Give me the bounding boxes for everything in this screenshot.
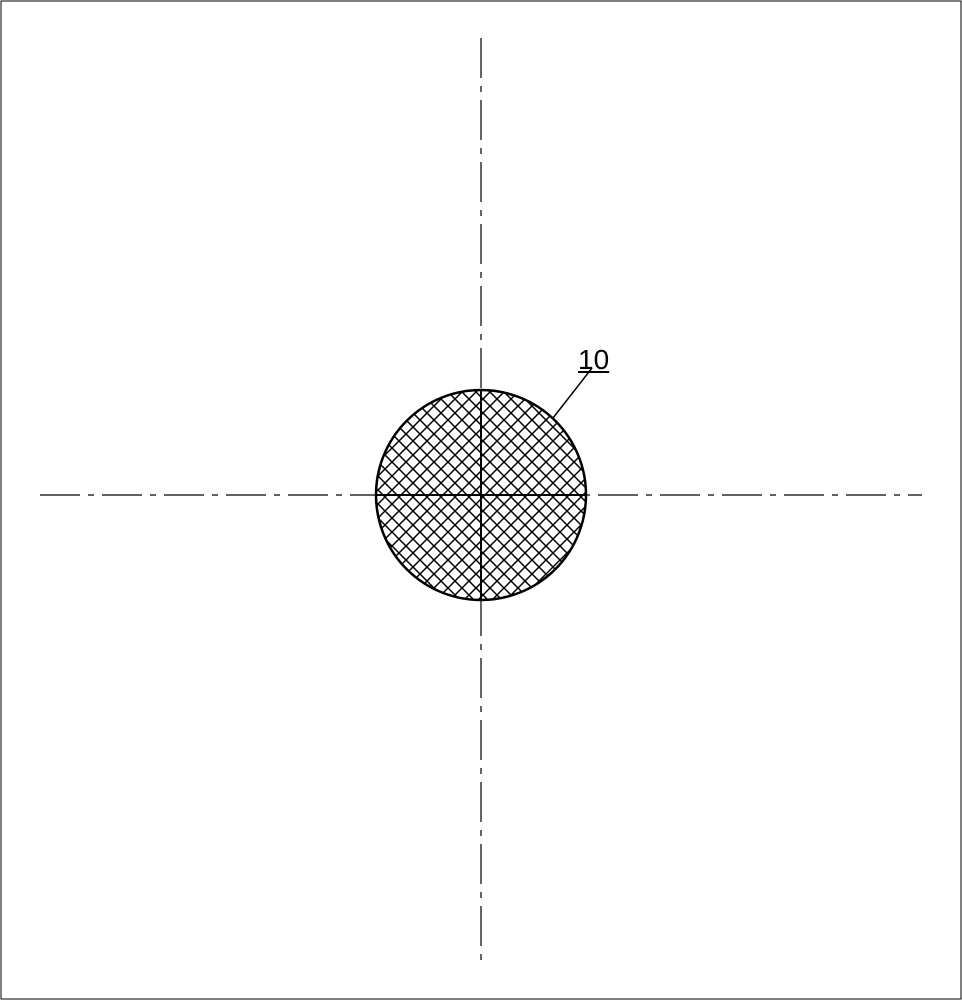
technical-diagram: 10: [0, 0, 962, 1000]
diagram-svg: [0, 0, 962, 1000]
circle-label: 10: [578, 344, 609, 376]
